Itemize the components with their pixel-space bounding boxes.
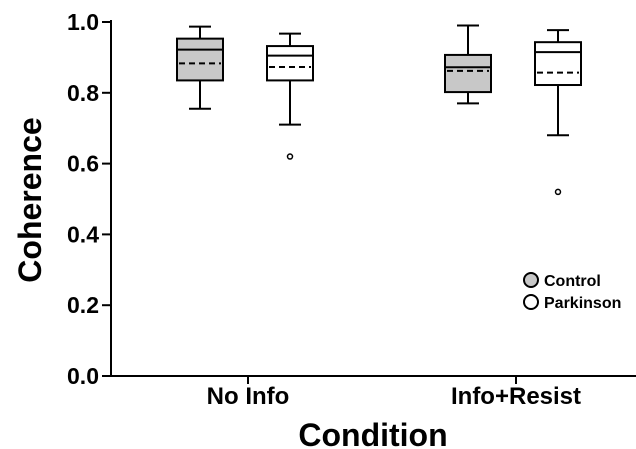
y-tick-label: 0.4 [67, 221, 99, 247]
iqr-box [534, 41, 582, 87]
iqr-box [444, 53, 492, 94]
y-tick-label: 1.0 [67, 9, 99, 35]
iqr-box [176, 37, 224, 82]
y-tick-label: 0.2 [67, 292, 99, 318]
box-parkinson-0 [266, 32, 314, 160]
legend: Control Parkinson [523, 272, 621, 312]
outlier-point [286, 153, 294, 160]
box-control-0 [176, 25, 224, 110]
y-axis-ticks: 0.0 0.2 0.4 0.6 0.8 1.0 [67, 9, 111, 389]
x-axis-categories: No Info Info+Resist [207, 376, 581, 410]
boxes [176, 24, 582, 196]
legend-marker-control [523, 272, 539, 288]
iqr-box [266, 45, 314, 82]
y-tick-label: 0.8 [67, 80, 99, 106]
legend-marker-parkinson [523, 294, 539, 310]
axes [110, 20, 636, 377]
x-tick-label: No Info [207, 383, 290, 410]
box-control-1 [444, 24, 492, 105]
y-axis-title: Coherence [12, 117, 48, 282]
box-parkinson-1 [534, 29, 582, 196]
legend-label-parkinson: Parkinson [544, 295, 621, 312]
x-axis-title: Condition [298, 417, 447, 449]
outlier-point [554, 188, 562, 196]
legend-label-control: Control [544, 273, 601, 290]
y-tick-label: 0.0 [67, 363, 99, 389]
y-tick-label: 0.6 [67, 151, 99, 177]
x-tick-label: Info+Resist [451, 383, 581, 410]
